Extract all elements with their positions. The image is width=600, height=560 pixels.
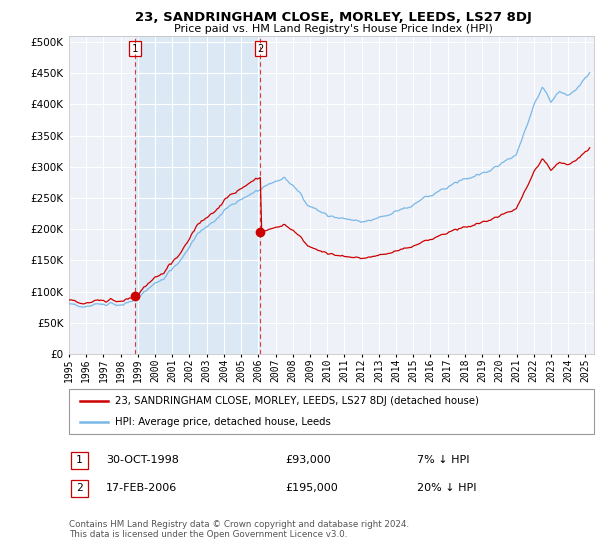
- Text: 30-OCT-1998: 30-OCT-1998: [106, 455, 179, 465]
- Text: HPI: Average price, detached house, Leeds: HPI: Average price, detached house, Leed…: [115, 417, 331, 427]
- Text: 23, SANDRINGHAM CLOSE, MORLEY, LEEDS, LS27 8DJ (detached house): 23, SANDRINGHAM CLOSE, MORLEY, LEEDS, LS…: [115, 396, 479, 407]
- Bar: [135, 36, 260, 354]
- Text: Contains HM Land Registry data © Crown copyright and database right 2024.
This d: Contains HM Land Registry data © Crown c…: [69, 520, 409, 539]
- Text: 1: 1: [76, 455, 83, 465]
- Text: Price paid vs. HM Land Registry's House Price Index (HPI): Price paid vs. HM Land Registry's House …: [173, 24, 493, 34]
- Text: 17-FEB-2006: 17-FEB-2006: [106, 483, 178, 493]
- Text: 2: 2: [257, 44, 263, 54]
- Text: 7% ↓ HPI: 7% ↓ HPI: [417, 455, 469, 465]
- Text: 20% ↓ HPI: 20% ↓ HPI: [417, 483, 476, 493]
- Text: £93,000: £93,000: [285, 455, 331, 465]
- Text: 23, SANDRINGHAM CLOSE, MORLEY, LEEDS, LS27 8DJ: 23, SANDRINGHAM CLOSE, MORLEY, LEEDS, LS…: [134, 11, 532, 24]
- Text: 2: 2: [76, 483, 83, 493]
- Text: £195,000: £195,000: [285, 483, 338, 493]
- Text: 1: 1: [132, 44, 138, 54]
